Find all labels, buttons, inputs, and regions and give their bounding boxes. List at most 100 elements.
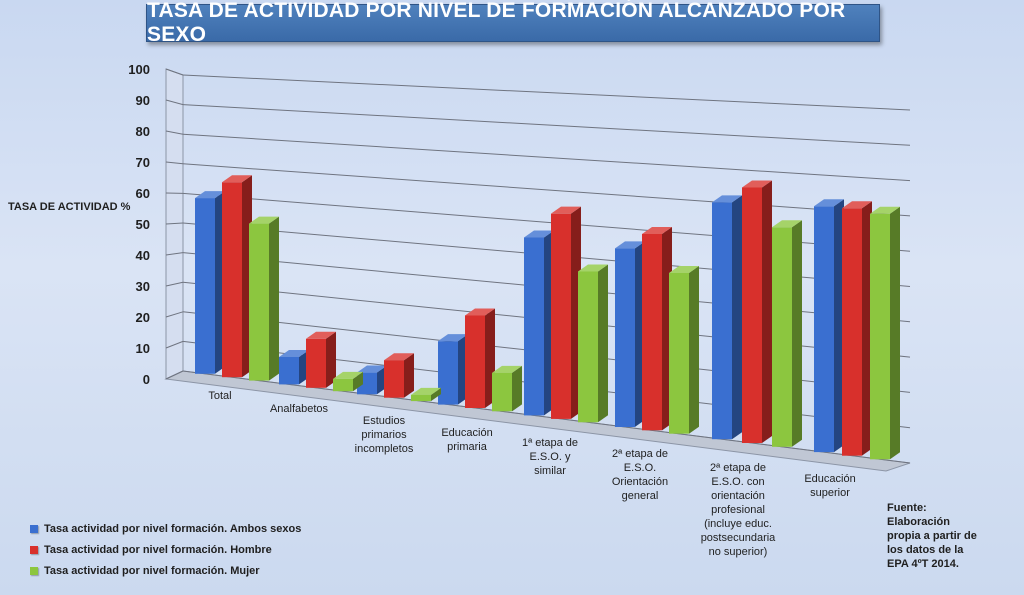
chart-title: TASA DE ACTIVIDAD POR NIVEL DE FORMACIÓN… (146, 0, 880, 46)
bar (551, 206, 581, 419)
x-tick-label: Total (172, 389, 268, 403)
legend-label-ambos: Tasa actividad por nivel formación. Ambo… (44, 522, 302, 535)
bar (772, 220, 802, 447)
bars (195, 175, 900, 460)
x-tick-label-line: superior (810, 487, 850, 499)
gridline (182, 370, 911, 464)
y-axis-ticks: 0 10 20 30 40 50 60 70 80 90 100 (128, 62, 150, 387)
bar (279, 350, 309, 385)
x-tick-label-line: profesional (711, 504, 765, 516)
y-axis-label: TASA DE ACTIVIDAD % (8, 201, 131, 213)
y-tick-label: 90 (136, 93, 150, 108)
bar (438, 334, 468, 405)
bar (870, 206, 900, 460)
gridline (182, 74, 911, 111)
x-tick-label-line: Total (208, 390, 232, 402)
x-tick-label-line: general (621, 490, 659, 502)
x-tick-label-line: Educación (804, 473, 856, 485)
bar (669, 266, 699, 434)
x-tick-label-line: similar (534, 465, 566, 477)
gridline (182, 104, 911, 146)
x-tick-label-line: Analfabetos (269, 403, 329, 415)
legend-item-ambos: Tasa actividad por nivel formación. Ambo… (30, 518, 301, 539)
gridline-wall (165, 311, 184, 318)
x-tick-label-line: E.S.O. y (529, 451, 571, 463)
legend-swatch-hombre-icon (30, 545, 38, 554)
bar (524, 230, 554, 416)
y-tick-label: 60 (136, 186, 150, 201)
y-tick-label: 20 (136, 310, 150, 325)
x-tick-label: Analfabetos (251, 402, 347, 416)
bar (742, 180, 772, 444)
bar (842, 201, 872, 456)
x-tick-label-line: 2ª etapa de (709, 462, 767, 474)
x-tick-label: 1ª etapa de E.S.O. y similar (502, 436, 598, 478)
bar (222, 175, 252, 378)
bar (384, 353, 414, 398)
source-line: Fuente: (887, 502, 927, 514)
bar (814, 199, 844, 453)
gridline (182, 163, 911, 217)
y-tick-label: 80 (136, 124, 150, 139)
legend-label-hombre: Tasa actividad por nivel formación. Homb… (44, 543, 272, 556)
y-tick-label: 30 (136, 279, 150, 294)
source-line: Elaboración (887, 516, 950, 528)
gridline-wall (165, 222, 184, 225)
gridline-wall (165, 130, 184, 135)
x-tick-label: Educación superior (782, 472, 878, 500)
gridline (182, 133, 911, 182)
legend-item-hombre: Tasa actividad por nivel formación. Homb… (30, 539, 301, 560)
source-line: EPA 4ºT 2014. (887, 558, 959, 570)
gridline-wall (165, 370, 184, 380)
x-tick-label-line: Educación (441, 427, 493, 439)
bar (578, 264, 608, 423)
legend-swatch-mujer-icon (30, 566, 38, 575)
bar (411, 387, 441, 402)
gridline-wall (165, 281, 184, 287)
x-tick-label-line: Orientación (611, 476, 669, 488)
x-tick-label: Estudios primarios incompletos (336, 414, 432, 456)
gridline-wall (165, 68, 184, 76)
y-tick-label: 70 (136, 155, 150, 170)
x-tick-label-line: incompletos (354, 443, 414, 455)
x-tick-label-line: no superior) (708, 546, 768, 558)
x-tick-label-line: primarios (361, 429, 407, 441)
x-tick-label-line: (incluye educ. (704, 518, 772, 530)
y-tick-label: 10 (136, 341, 150, 356)
x-tick-label: Educación primaria (419, 426, 515, 454)
x-tick-label-line: 2ª etapa de (611, 448, 669, 460)
legend-item-mujer: Tasa actividad por nivel formación. Muje… (30, 560, 301, 581)
source-note: Fuente: Elaboración propia a partir de l… (887, 501, 1007, 571)
x-tick-label: 2ª etapa de E.S.O. Orientación general (592, 447, 688, 503)
x-tick-label-line: postsecundaria (700, 532, 776, 544)
bar (465, 308, 495, 408)
x-tick-label-line: Estudios (362, 415, 406, 427)
source-line: los datos de la (887, 544, 964, 556)
bar (615, 241, 645, 427)
gridline-wall (165, 340, 184, 349)
y-tick-label: 50 (136, 217, 150, 232)
y-tick-label: 100 (128, 62, 150, 77)
x-tick-label-line: 1ª etapa de (521, 437, 579, 449)
x-tick-label-line: E.S.O. con (711, 476, 765, 488)
x-tick-label: 2ª etapa de E.S.O. con orientación profesio… (690, 461, 786, 559)
legend: Tasa actividad por nivel formación. Ambo… (30, 518, 301, 581)
bar (249, 216, 279, 381)
x-tick-label-line: E.S.O. (623, 462, 657, 474)
bar (492, 365, 522, 412)
bar (306, 331, 336, 388)
gridline-wall (165, 161, 184, 165)
source-line: propia a partir de (887, 530, 977, 542)
y-tick-label: 40 (136, 248, 150, 263)
legend-swatch-ambos-icon (30, 524, 38, 533)
y-tick-label: 0 (143, 372, 150, 387)
gridline-wall (165, 99, 184, 106)
x-tick-label-line: orientación (711, 490, 765, 502)
bar (195, 191, 225, 374)
x-tick-label-line: primaria (447, 441, 487, 453)
legend-label-mujer: Tasa actividad por nivel formación. Muje… (44, 564, 260, 577)
bar (642, 227, 672, 431)
gridline-wall (165, 252, 184, 256)
bar (333, 371, 363, 392)
